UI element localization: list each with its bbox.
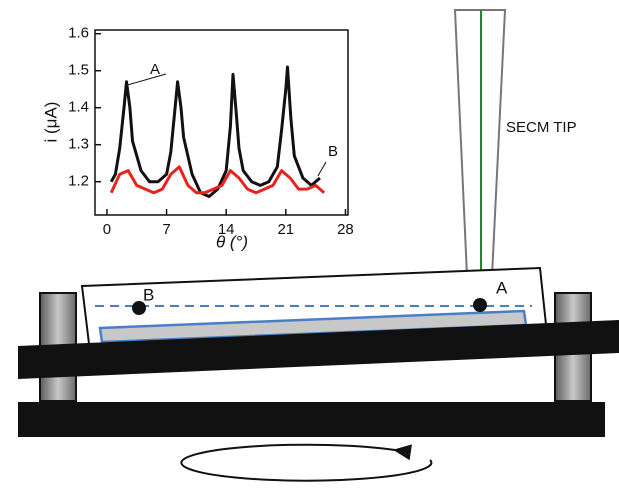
y-tick-label: 1.5 [68,62,89,79]
rotation-arrow [180,443,433,482]
point-b [132,301,146,315]
label-leader [317,161,327,177]
x-axis-label: θ (°) [216,232,248,251]
series-line [109,65,321,198]
x-tick-label: 7 [162,221,170,238]
x-tick-label: 21 [277,221,294,238]
series-label: A [150,61,160,78]
x-tick-label: 28 [337,221,354,238]
x-tick-label: 0 [103,221,111,238]
y-tick-label: 1.2 [68,173,89,190]
x-tick-label: 14 [218,221,235,238]
series-line [109,165,326,195]
point-a-label: A [496,278,508,297]
point-b-label: B [143,285,154,304]
y-tick-label: 1.4 [68,99,89,116]
point-a [473,298,487,312]
label-leader [124,73,167,87]
y-tick-label: 1.3 [68,136,89,153]
y-axis-label: i (μA) [41,102,60,143]
tilted-stage [18,320,619,379]
y-tick-label: 1.6 [68,25,89,42]
base-stage [18,402,605,437]
series-label: B [328,143,338,160]
tip-label: SECM TIP [506,119,577,136]
